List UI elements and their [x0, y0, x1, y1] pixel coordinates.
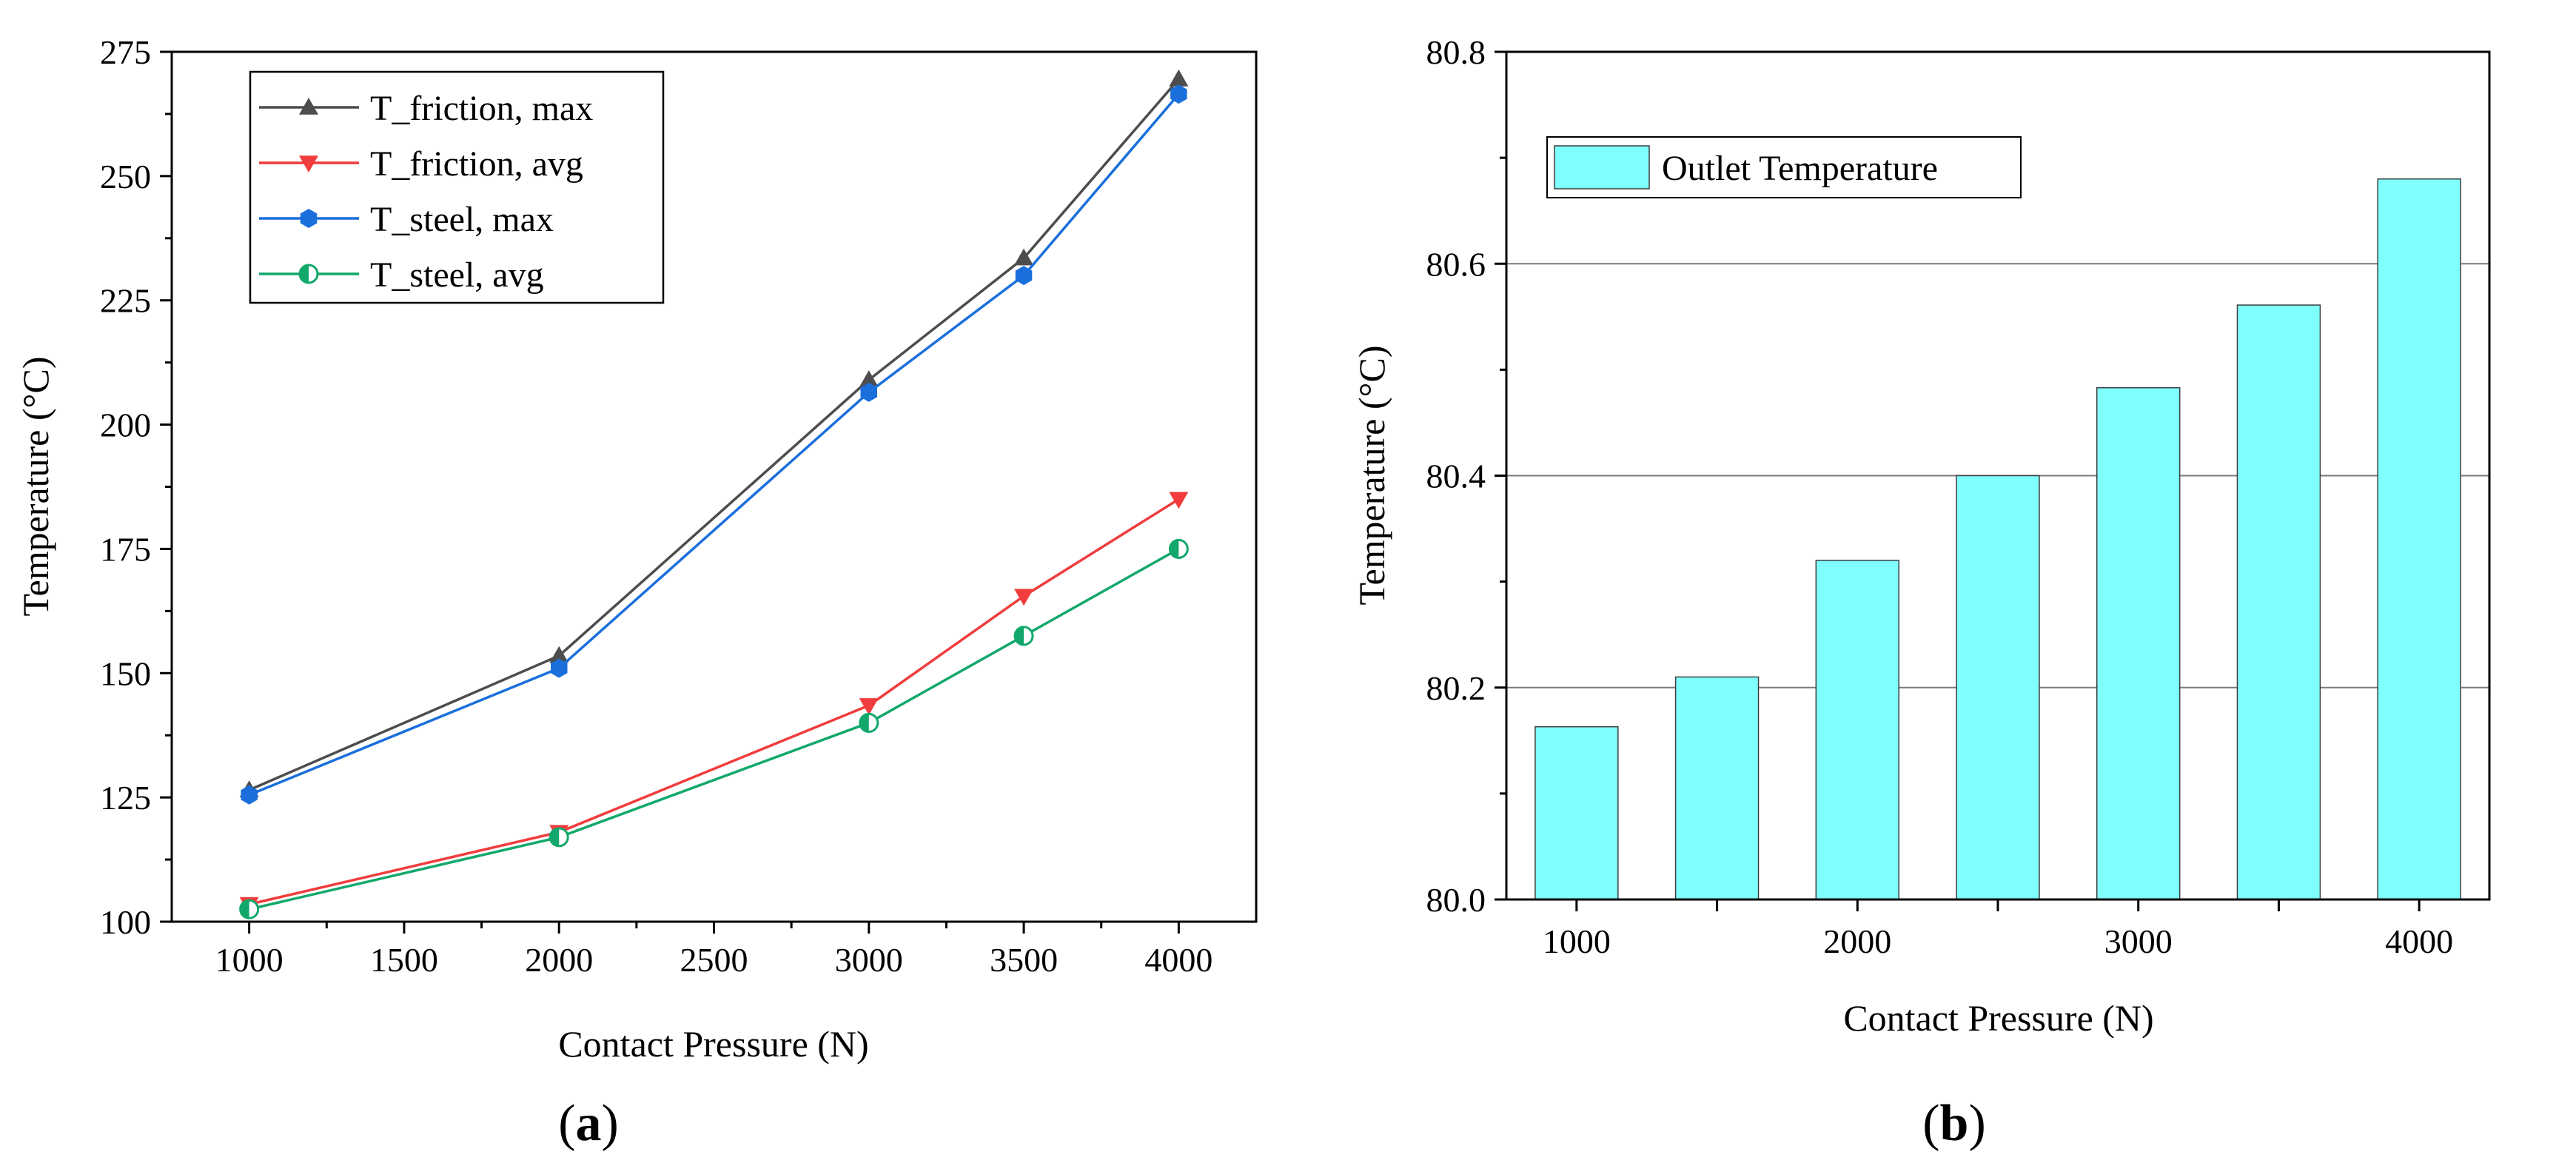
y-tick-label: 125: [100, 779, 151, 817]
x-tick-label: 4000: [1144, 941, 1212, 979]
bars: [1534, 178, 2461, 900]
data-point: [1014, 589, 1034, 606]
legend-label: T_friction, avg: [370, 144, 583, 184]
legend-marker: [299, 155, 318, 172]
data-point: [1015, 266, 1033, 286]
y-tick-label: 200: [100, 406, 151, 444]
y-axis-label: Temperature (°C): [1351, 345, 1392, 605]
legend: Outlet Temperature: [1546, 136, 2022, 198]
x-tick-label: 1000: [215, 941, 284, 979]
bar: [1674, 676, 1760, 900]
bar: [1815, 560, 1900, 900]
y-tick-label: 150: [100, 654, 151, 692]
y-tick-label: 80.0: [1426, 881, 1486, 919]
legend-label: T_steel, avg: [370, 255, 544, 295]
x-tick-label: 1000: [1543, 922, 1611, 960]
bar: [2236, 304, 2321, 900]
legend-label: Outlet Temperature: [1662, 149, 1938, 188]
data-point: [551, 658, 568, 678]
x-tick-label: 2500: [680, 941, 748, 979]
y-tick-label: 100: [100, 903, 151, 941]
data-point-fill: [859, 714, 869, 732]
svg-text:(a): (a): [558, 1095, 619, 1152]
data-point: [1169, 492, 1189, 509]
x-axis-label: Contact Pressure (N): [558, 1023, 868, 1065]
data-point: [239, 899, 260, 919]
data-point: [1013, 626, 1034, 646]
axis-ticks: 80.0 80.2 80.4 80.6 80.8 1000 2000 3000 4000: [1426, 33, 2454, 960]
data-point: [859, 370, 879, 387]
bar: [2096, 386, 2181, 900]
data-point: [859, 712, 879, 733]
data-point-fill: [1170, 540, 1179, 558]
data-point: [860, 382, 877, 402]
panel-letter: b: [1940, 1095, 1969, 1152]
data-point: [549, 827, 569, 848]
bar-chart-panel: 80.0 80.2 80.4 80.6 80.8 1000 2000 3000 4000 Out…: [1351, 33, 2491, 1152]
panel-label-a: (a): [558, 1095, 619, 1152]
legend-marker-fill: [300, 265, 309, 283]
x-tick-label: 3000: [2104, 922, 2173, 960]
y-tick-label: 80.8: [1426, 33, 1486, 71]
y-tick-label: 225: [100, 282, 151, 320]
x-tick-label: 3500: [990, 941, 1058, 979]
data-point-fill: [240, 900, 249, 919]
x-tick-label: 3000: [835, 941, 903, 979]
y-tick-label: 250: [100, 158, 151, 195]
legend-marker: [300, 209, 318, 228]
data-point: [1014, 248, 1034, 266]
axis-ticks: 1000 1500 2000 2500 3000 3500 4000 100 125 150 175…: [100, 33, 1212, 979]
legend-label: T_steel, max: [370, 200, 554, 239]
data-point-fill: [550, 828, 560, 846]
y-tick-label: 80.4: [1426, 458, 1486, 495]
svg-text:(b): (b): [1922, 1095, 1986, 1152]
series-line: [249, 497, 1180, 906]
legend: T_friction, max T_friction, avg T_steel, m…: [249, 70, 665, 304]
bar: [1534, 726, 1619, 900]
data-point: [1169, 69, 1189, 87]
data-point-fill: [1015, 626, 1024, 645]
y-tick-label: 275: [100, 33, 151, 71]
legend-marker: [299, 98, 318, 115]
legend-box: [249, 70, 665, 304]
y-axis-label: Temperature (°C): [15, 356, 56, 616]
y-tick-label: 175: [100, 530, 151, 568]
y-tick-label: 80.6: [1426, 245, 1486, 283]
data-point: [1168, 538, 1189, 559]
panel-letter: a: [576, 1095, 602, 1152]
series-lines: [239, 69, 1189, 919]
line-chart-panel: 1000 1500 2000 2500 3000 3500 4000 100 125 150 175…: [15, 33, 1258, 1152]
panel-label-b: (b): [1922, 1095, 1986, 1152]
x-tick-label: 2000: [1823, 922, 1891, 960]
data-point: [241, 785, 258, 805]
legend-swatch: [1554, 145, 1650, 190]
y-tick-label: 80.2: [1426, 669, 1486, 707]
x-tick-label: 1500: [370, 941, 438, 979]
x-tick-label: 2000: [525, 941, 593, 979]
bar: [2377, 178, 2461, 900]
data-point: [549, 646, 569, 663]
x-tick-label: 4000: [2385, 922, 2453, 960]
data-point: [1170, 84, 1187, 104]
bar: [1956, 475, 2040, 900]
legend-marker: [298, 264, 319, 284]
legend-label: T_friction, max: [370, 89, 593, 128]
data-point: [859, 698, 879, 715]
x-axis-label: Contact Pressure (N): [1843, 997, 2153, 1039]
